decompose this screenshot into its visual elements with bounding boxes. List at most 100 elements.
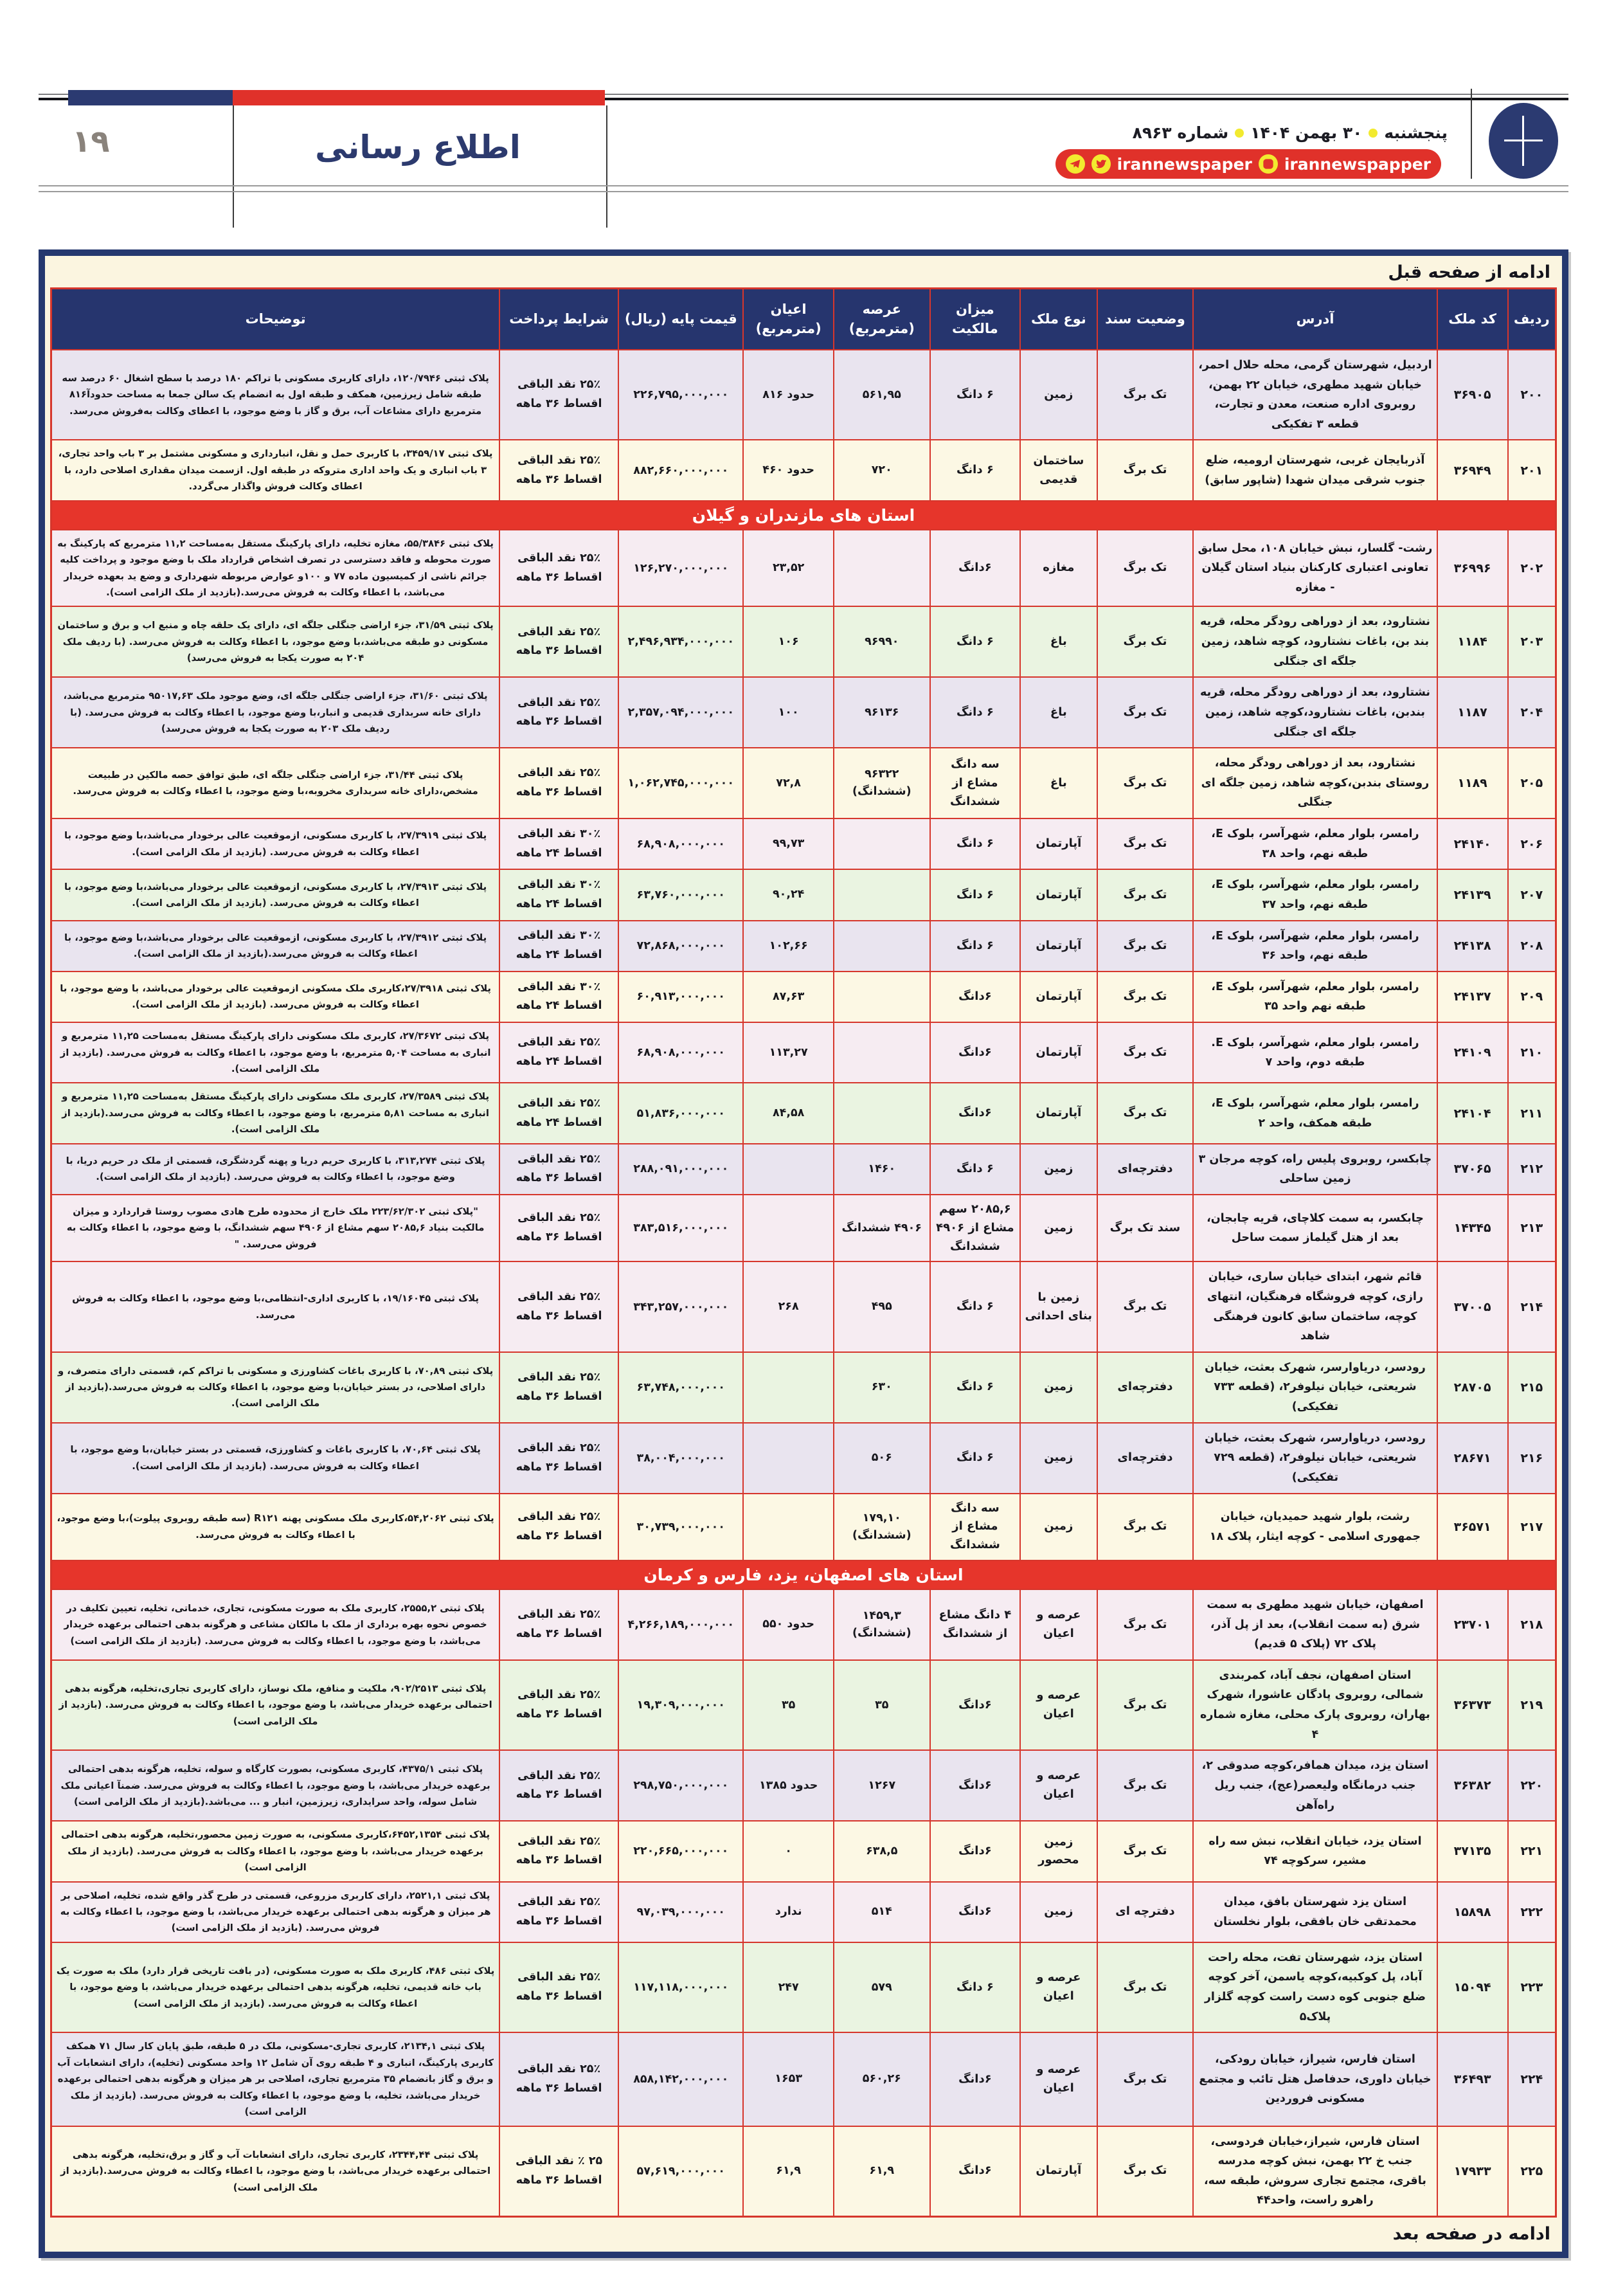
table-row: ۲۱۴ ۳۷۰۰۵ قائم شهر، ابتدای خیابان ساری، خی… [50,1261,1557,1353]
cell-building: حدود ۵۵۰ [742,1588,834,1661]
cell-terms: ۲۵٪ نقد الباقی اقساط ۳۶ ماهه [499,606,620,678]
cell-deed: تک برگ [1096,1749,1194,1822]
cell-code: ۱۷۹۳۳ [1436,2125,1509,2218]
cell-no: ۲۲۳ [1507,1941,1557,2034]
iran-newspaper-logo [1489,103,1558,179]
cell-no: ۲۰۸ [1507,919,1557,972]
cell-land [832,1082,931,1144]
cell-terms: ۲۵٪ نقد الباقی اقساط ۲۴ ماهه [499,1082,620,1144]
page-title: اطلاع رسانی [315,129,521,166]
cell-price: ۲۲۰,۶۶۵,۰۰۰,۰۰۰ [618,1820,744,1883]
cell-building: ۷۲,۸ [742,747,834,820]
cell-code: ۲۴۱۳۸ [1436,919,1509,972]
cell-no: ۲۲۱ [1507,1820,1557,1883]
cell-price: ۱۲۶,۲۷۰,۰۰۰,۰۰۰ [618,529,744,608]
cell-notes: پلاک ثبتی ۲۵۵۵,۲، کاربری ملک به صورت مسک… [50,1588,501,1661]
table-row: ۲۲۲ ۱۵۸۹۸ استان یزد شهرستان بافق، میدان مح… [50,1881,1557,1943]
cell-deed: تک برگ [1096,676,1194,749]
cell-address: استان یزد، خیابان انقلاب، نبش سه راه مشی… [1192,1820,1438,1883]
cell-land: ۱۴۵۹,۳ (ششدانگ) [832,1588,931,1661]
cell-notes: پلاک ثبتی ۴۳۷۵/۱، کاربری مسکونی، بصورت ک… [50,1749,501,1822]
cell-building: ۸۴,۵۸ [742,1082,834,1144]
cell-no: ۲۱۵ [1507,1351,1557,1424]
table-row: ۲۱۸ ۲۳۷۰۱ اصفهان، خیابان شهید مطهری به سمت… [50,1588,1557,1661]
cell-type: آپارتمان [1019,869,1098,921]
cell-deed: تک برگ [1096,439,1194,502]
cell-land: ۵۰۶ [832,1422,931,1494]
cell-building [742,1422,834,1494]
cell-notes: پلاک ثبتی ۷۰,۸۹، با کاربری باغات کشاورزی… [50,1351,501,1424]
cell-no: ۲۱۲ [1507,1143,1557,1195]
column-header: وضعیت سند [1096,287,1194,350]
cell-terms: ۳۰٪ نقد الباقی اقساط ۲۴ ماهه [499,818,620,871]
cell-address: نشتارود، بعد از دوراهی رودگر محله، قریه … [1192,606,1438,678]
cell-type: عرصه و اعیان [1019,1941,1098,2034]
social-bar: irannewspaper irannewspapper [1055,149,1441,179]
instagram-icon [1258,154,1278,174]
cell-no: ۲۲۰ [1507,1749,1557,1822]
cell-type: عرصه و اعیان [1019,1588,1098,1661]
cell-terms: ۲۵٪ نقد الباقی اقساط ۳۶ ماهه [499,2032,620,2127]
social-handle-instagram: irannewspapper [1284,154,1431,174]
cell-code: ۳۶۵۷۱ [1436,1492,1509,1561]
section-label: استان های مازندران و گیلان [50,500,1557,530]
cell-address: استان یزد، شهرستان تفت، محله راحت آباد، … [1192,1941,1438,2034]
cell-price: ۶۰,۹۱۳,۰۰۰,۰۰۰ [618,970,744,1024]
cell-land: ۱۲۶۷ [832,1749,931,1822]
cell-building: ۳۵ [742,1659,834,1751]
cell-price: ۳۴۳,۲۵۷,۰۰۰,۰۰۰ [618,1261,744,1353]
cell-no: ۲۱۷ [1507,1492,1557,1561]
cell-land [832,919,931,972]
cell-price: ۸۸۲,۶۶۰,۰۰۰,۰۰۰ [618,439,744,502]
cell-terms: ۲۵٪ نقد الباقی اقساط ۳۶ ماهه [499,1193,620,1263]
cell-ownership: ۶دانگ [929,1881,1021,1943]
masthead-rule-thin [39,94,1568,95]
cell-notes: پلاک ثبتی ۲۵۲۱,۱، دارای کاربری مزروعی، ق… [50,1881,501,1943]
section-row: استان های مازندران و گیلان [50,500,1557,530]
cell-type: زمین [1019,1492,1098,1561]
cell-terms: ۲۵٪ نقد الباقی اقساط ۳۶ ماهه [499,1820,620,1883]
table-row: ۲۲۴ ۳۶۴۹۳ استان فارس، شیراز، خیابان رودکی،… [50,2032,1557,2127]
cell-type: زمین [1019,1351,1098,1424]
table-row: ۲۰۳ ۱۱۸۴ نشتارود، بعد از دوراهی رودگر محله… [50,606,1557,678]
cell-no: ۲۲۵ [1507,2125,1557,2218]
cell-building: ۹۹,۷۳ [742,818,834,871]
table-row: ۲۰۱ ۳۶۹۴۹ آذربایجان غربی، شهرستان ارومیه، … [50,439,1557,502]
cell-terms: ۲۵٪ نقد الباقی اقساط ۲۴ ماهه [499,1022,620,1084]
table-header: ردیف کد ملک آدرس وضعیت سند نوع ملک میزان مالک… [50,287,1557,350]
table-row: ۲۰۸ ۲۴۱۳۸ رامسر، بلوار معلم، شهرآسر، بلوک … [50,919,1557,972]
cell-type: باغ [1019,747,1098,820]
cell-notes: پلاک ثبتی ۳۱/۶۰، جزء اراضی جنگلی جلگه ای… [50,676,501,749]
cell-address: قائم شهر، ابتدای خیابان ساری، خیابان راز… [1192,1261,1438,1353]
cell-notes: پلاک ثبتی ۵۴,۲۰۶۲،کاربری ملک مسکونی پهنه… [50,1492,501,1561]
dot-separator-icon [1369,128,1378,138]
cell-notes: پلاک ثبتی ۵۵/۳۸۴۶، مغازه تخلیه، دارای پا… [50,529,501,608]
cell-no: ۲۰۹ [1507,970,1557,1024]
cell-ownership: ۶ دانگ [929,439,1021,502]
cell-code: ۲۴۱۰۹ [1436,1022,1509,1084]
cell-no: ۲۱۸ [1507,1588,1557,1661]
cell-notes: پلاک ثبتی ۲۷/۳۵۸۹، کاربری ملک مسکونی دار… [50,1082,501,1144]
double-rule-top [39,185,1568,186]
cell-terms: ۲۵٪ نقد الباقی اقساط ۳۶ ماهه [499,1143,620,1195]
cell-price: ۷۲,۸۶۸,۰۰۰,۰۰۰ [618,919,744,972]
cell-notes: پلاک ثبتی ۴۸۶، کاربری ملک به صورت مسکونی… [50,1941,501,2034]
cell-price: ۳۸,۰۰۴,۰۰۰,۰۰۰ [618,1422,744,1494]
plus-icon [1504,116,1543,166]
double-rule-bottom [39,191,1568,192]
cell-building: ۸۷,۶۳ [742,970,834,1024]
cell-price: ۵۱,۸۳۶,۰۰۰,۰۰۰ [618,1082,744,1144]
cell-building: ۶۱,۹ [742,2125,834,2218]
cell-notes: پلاک ثبتی ۳۱/۴۴، جزء اراضی جنگلی جلگه ای… [50,747,501,820]
cell-deed: تک برگ [1096,1659,1194,1751]
cell-notes: پلاک ثبتی ۲۷/۳۹۱۹، با کاربری مسکونی، ازم… [50,818,501,871]
cell-terms: ۲۵ ٪ نقد الباقی اقساط ۳۶ ماهه [499,2125,620,2218]
cell-terms: ۲۵٪ نقد الباقی اقساط ۳۶ ماهه [499,1351,620,1424]
cell-code: ۲۴۱۳۹ [1436,869,1509,921]
cell-building: ۱۰۰ [742,676,834,749]
cell-deed: تک برگ [1096,1261,1194,1353]
cell-ownership: ۶دانگ [929,1022,1021,1084]
cell-no: ۲۱۴ [1507,1261,1557,1353]
cell-type: عرصه و اعیان [1019,1659,1098,1751]
cell-ownership: ۶دانگ [929,529,1021,608]
